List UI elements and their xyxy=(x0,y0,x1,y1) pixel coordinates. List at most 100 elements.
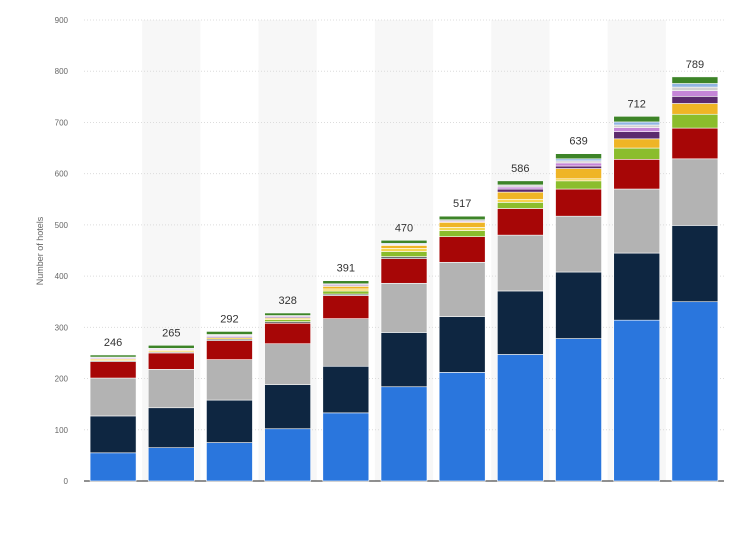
bar-segment-0 xyxy=(497,354,544,482)
bar-total-label: 586 xyxy=(511,163,529,175)
bar-segment-6 xyxy=(555,178,602,182)
y-tick-label: 600 xyxy=(55,170,69,179)
bar-segment-3 xyxy=(147,352,195,370)
bar-segment-1 xyxy=(497,290,544,355)
bar-segment-5 xyxy=(497,202,544,209)
bar-segment-0 xyxy=(613,319,661,482)
y-tick-label: 700 xyxy=(55,118,69,127)
bar-segment-1 xyxy=(438,316,486,373)
bar-total-label: 246 xyxy=(104,337,122,349)
bar-segment-12 xyxy=(613,115,661,123)
bar-segment-6 xyxy=(438,227,486,231)
bar-segment-12 xyxy=(671,76,719,84)
y-axis-title: Number of hotels xyxy=(35,216,45,285)
bar-segment-2 xyxy=(380,282,428,333)
bar-segment-0 xyxy=(322,412,370,482)
bar-segment-5 xyxy=(613,147,661,160)
bar-segment-9 xyxy=(555,162,602,167)
bar-stacks xyxy=(89,76,719,482)
bar-segment-1 xyxy=(206,399,253,443)
bar-segment-7 xyxy=(555,168,602,180)
bar-segment-7 xyxy=(380,245,428,249)
y-tick-label: 0 xyxy=(64,477,69,486)
bar-total-label: 391 xyxy=(337,263,355,275)
bar-total-label: 292 xyxy=(220,313,238,325)
bar-segment-8 xyxy=(497,188,544,193)
bar-segment-12 xyxy=(147,344,195,349)
bar-segment-7 xyxy=(497,191,544,200)
bar-segment-3 xyxy=(322,295,370,319)
bar-segment-0 xyxy=(671,301,719,482)
bar-segment-7 xyxy=(322,286,370,290)
bar-segment-7 xyxy=(438,222,486,228)
bar-segment-5 xyxy=(264,319,311,322)
bar-segment-6 xyxy=(380,248,428,252)
y-tick-label: 800 xyxy=(55,67,69,76)
bar-total-label: 712 xyxy=(628,98,646,110)
bar-segment-11 xyxy=(555,158,602,162)
bar-segment-1 xyxy=(322,365,370,414)
bar-segment-0 xyxy=(206,442,253,482)
bar-segment-6 xyxy=(322,288,370,292)
bar-segment-10 xyxy=(613,124,661,128)
bar-total-label: 470 xyxy=(395,222,413,234)
bar-segment-11 xyxy=(613,121,661,126)
bar-segment-12 xyxy=(206,331,253,335)
bar-total-label: 328 xyxy=(278,295,296,307)
bar-segment-12 xyxy=(438,215,486,221)
bar-total-label: 517 xyxy=(453,198,471,210)
bar-segment-10 xyxy=(555,160,602,164)
bar-segment-1 xyxy=(89,415,137,454)
bar-segment-3 xyxy=(89,361,137,379)
bar-segment-0 xyxy=(89,452,137,482)
bar-segment-12 xyxy=(322,280,370,285)
bar-segment-8 xyxy=(613,131,661,140)
bar-segment-3 xyxy=(555,188,602,217)
bar-segment-1 xyxy=(380,332,428,388)
bar-segment-2 xyxy=(89,377,137,417)
y-tick-label: 500 xyxy=(55,221,69,230)
y-tick-label: 900 xyxy=(55,16,69,25)
bar-segment-12 xyxy=(555,153,602,160)
bar-segment-0 xyxy=(438,372,486,482)
bar-segment-2 xyxy=(555,215,602,273)
bar-segment-5 xyxy=(438,230,486,237)
bar-segment-2 xyxy=(497,234,544,292)
bar-segment-8 xyxy=(671,96,719,104)
bar-segment-12 xyxy=(264,312,311,316)
bar-segment-9 xyxy=(671,90,719,97)
bar-segment-3 xyxy=(380,258,428,284)
bar-segment-3 xyxy=(438,236,486,263)
y-tick-label: 300 xyxy=(55,323,69,332)
bar-segment-12 xyxy=(380,239,428,244)
bar-segment-5 xyxy=(322,290,370,295)
bar-segment-2 xyxy=(613,188,661,254)
bar-segment-5 xyxy=(671,113,719,129)
bar-segment-4 xyxy=(380,256,428,259)
bar-segment-10 xyxy=(497,184,544,188)
bar-segment-12 xyxy=(89,354,137,358)
y-tick-label: 200 xyxy=(55,375,69,384)
bar-segment-3 xyxy=(613,159,661,190)
bar-segment-3 xyxy=(206,340,253,360)
bar-segment-0 xyxy=(380,386,428,482)
bar-segment-1 xyxy=(613,252,661,321)
total-labels: 246 265 292 328 391 470 517 586 639 712 789 xyxy=(104,59,704,349)
bar-segment-5 xyxy=(380,251,428,257)
bar-total-label: 265 xyxy=(162,327,180,339)
bar-segment-3 xyxy=(264,322,311,345)
y-tick-label: 400 xyxy=(55,272,69,281)
bar-segment-2 xyxy=(671,158,719,226)
bar-segment-12 xyxy=(497,180,544,186)
bar-segment-3 xyxy=(671,127,719,160)
bar-segment-3 xyxy=(497,208,544,236)
bar-total-label: 789 xyxy=(686,59,704,71)
bar-segment-2 xyxy=(206,359,253,401)
bar-segment-1 xyxy=(264,384,311,430)
y-axis-ticks: 0 100 200 300 400 500 600 700 800 900 xyxy=(55,16,69,486)
bar-segment-2 xyxy=(322,318,370,367)
bar-segment-0 xyxy=(147,447,195,482)
bar-segment-11 xyxy=(671,83,719,88)
bar-segment-2 xyxy=(438,261,486,317)
bar-segment-7 xyxy=(613,138,661,149)
